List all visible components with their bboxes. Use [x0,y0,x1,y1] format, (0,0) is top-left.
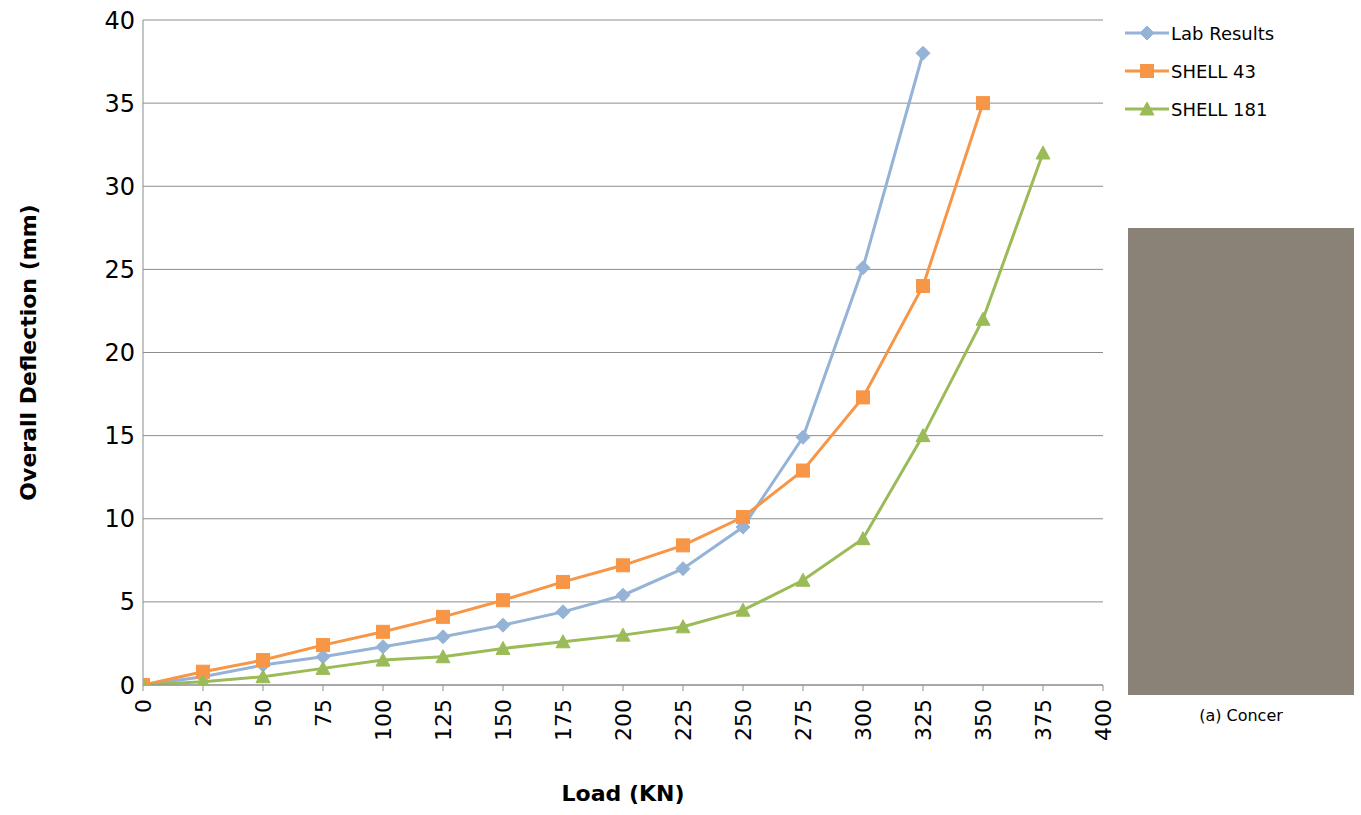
html-text:Lab Results: Lab Results [1171,22,1275,44]
svg-text:30: 30 [104,173,135,201]
svg-text:400: 400 [1091,699,1116,741]
html-text:(a) Concer: (a) Concer [1199,706,1283,725]
svg-text:175: 175 [551,699,576,741]
html-text:SHELL 181: SHELL 181 [1171,98,1268,120]
svg-text:5: 5 [120,588,135,616]
svg-text:125: 125 [431,699,456,741]
svg-text:200: 200 [611,699,636,741]
svg-text:375: 375 [1031,699,1056,741]
svg-text:75: 75 [311,699,336,727]
svg-text:150: 150 [491,699,516,741]
svg-text:15: 15 [104,422,135,450]
svg-text:225: 225 [671,699,696,741]
svg-text:40: 40 [104,7,135,35]
svg-text:Overall Deflection (mm): Overall Deflection (mm) [16,204,41,500]
svg-text:275: 275 [791,699,816,741]
svg-text:20: 20 [104,339,135,367]
svg-text:0: 0 [120,672,135,700]
svg-text:350: 350 [971,699,996,741]
svg-text:25: 25 [191,699,216,727]
svg-text:100: 100 [371,699,396,741]
svg-text:300: 300 [851,699,876,741]
svg-text:325: 325 [911,699,936,741]
svg-text:0: 0 [131,699,156,713]
svg-text:25: 25 [104,256,135,284]
svg-text:35: 35 [104,90,135,118]
html-text:SHELL 43: SHELL 43 [1171,60,1256,82]
svg-text:10: 10 [104,505,135,533]
svg-text:250: 250 [731,699,756,741]
svg-text:50: 50 [251,699,276,727]
svg-text:Load (KN): Load (KN) [562,781,685,806]
